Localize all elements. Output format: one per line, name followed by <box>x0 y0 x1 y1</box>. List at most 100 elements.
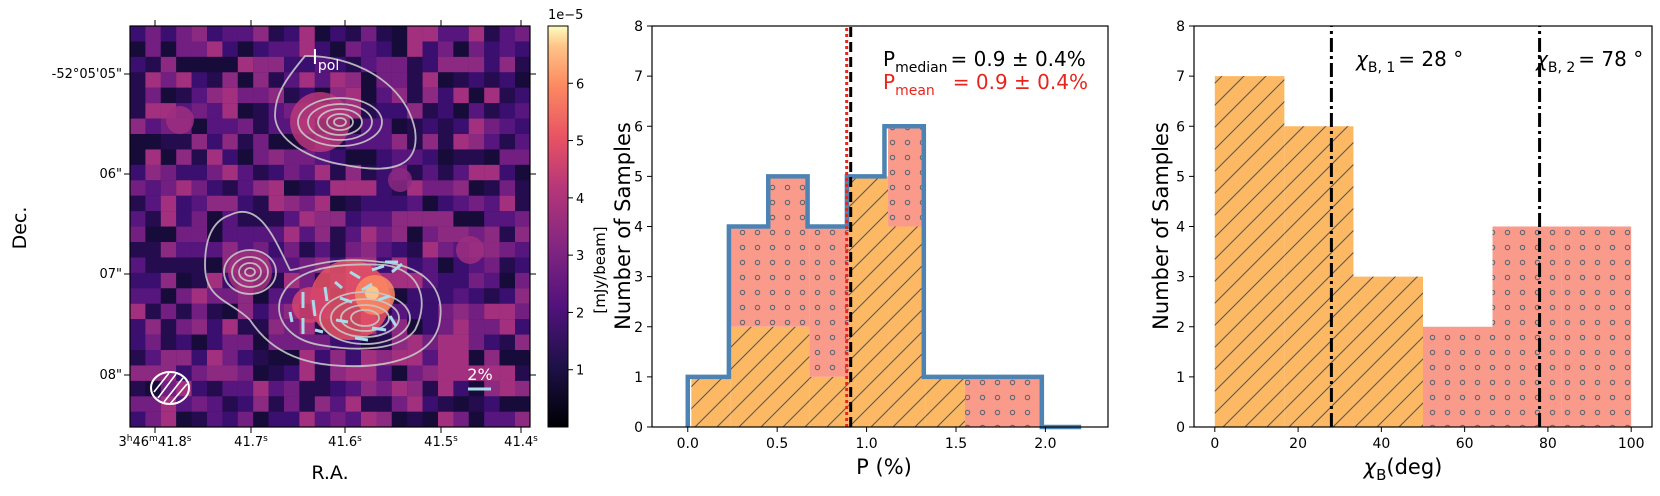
noise-cell <box>422 288 439 304</box>
noise-cell <box>253 365 269 381</box>
noise-cell <box>422 411 439 427</box>
noise-cell <box>453 56 469 73</box>
noise-cell <box>284 149 300 165</box>
noise-cell <box>391 195 408 212</box>
noise-cell <box>207 350 223 366</box>
noise-cell <box>345 26 362 42</box>
noise-cell <box>345 72 362 88</box>
noise-cell <box>438 87 454 104</box>
map-ylabel: Dec. <box>9 207 31 250</box>
noise-cell <box>299 211 315 227</box>
noise-cell <box>207 288 223 304</box>
noise-cell <box>253 118 269 135</box>
noise-cell <box>237 365 254 381</box>
map-x-tick: 41.5s <box>424 434 458 450</box>
noise-cell <box>268 334 285 351</box>
noise-cell <box>191 56 208 73</box>
noise-cell <box>145 103 161 119</box>
map-xlabel: R.A. <box>311 462 348 484</box>
noise-cell <box>468 334 485 351</box>
noise-cell <box>376 211 392 227</box>
noise-cell <box>253 72 269 88</box>
noise-cell <box>145 180 161 196</box>
noise-cell <box>191 396 208 412</box>
noise-cell <box>176 26 192 42</box>
noise-cell <box>130 365 146 381</box>
noise-cell <box>330 164 346 181</box>
noise-cell <box>207 303 223 320</box>
noise-cell <box>345 380 362 397</box>
noise-cell <box>191 288 208 304</box>
noise-cell <box>207 319 223 335</box>
noise-cell <box>499 303 516 320</box>
noise-cell <box>453 396 469 412</box>
noise-cell <box>207 149 223 165</box>
polarization-vectors <box>288 260 403 342</box>
noise-cell <box>176 288 192 304</box>
noise-cell <box>130 180 146 196</box>
noise-cell <box>314 164 331 181</box>
noise-cell <box>191 118 208 135</box>
noise-cell <box>130 334 146 351</box>
noise-cell <box>191 334 208 351</box>
x-tick-label: 2.0 <box>1034 436 1056 452</box>
noise-cell <box>268 211 285 227</box>
noise-cell <box>253 149 269 165</box>
noise-cell <box>499 164 516 181</box>
noise-cell <box>330 26 346 42</box>
noise-cell <box>407 396 423 412</box>
noise-cell <box>468 118 485 135</box>
noise-cell <box>191 272 208 289</box>
noise-cell <box>499 226 516 243</box>
noise-cell <box>207 257 223 273</box>
hist-bar-pattern <box>848 176 889 427</box>
noise-cell <box>284 41 300 57</box>
noise-cell <box>253 41 269 57</box>
noise-cell <box>484 149 500 165</box>
noise-cell <box>515 288 530 304</box>
noise-cell <box>499 334 516 351</box>
colorbar-label: [mJy/beam] <box>591 226 609 313</box>
noise-cell <box>207 334 223 351</box>
map-x-tick: 3h46m41.8s <box>119 434 192 450</box>
noise-cell <box>268 41 285 57</box>
noise-cell <box>191 103 208 119</box>
noise-cell <box>314 180 331 196</box>
colorbar-tick-label: 6 <box>576 77 584 92</box>
scale-bar-label: 2% <box>467 365 492 384</box>
x-tick-label: 80 <box>1539 436 1557 452</box>
noise-cell <box>253 180 269 196</box>
x-tick-label: 1.0 <box>855 436 877 452</box>
noise-cell <box>468 87 485 104</box>
emission-blob <box>290 92 350 152</box>
hist-bar-pattern <box>1214 76 1285 427</box>
noise-cell <box>176 195 192 212</box>
noise-cell <box>222 56 238 73</box>
noise-cell <box>407 26 423 42</box>
noise-cell <box>422 303 439 320</box>
noise-cell <box>453 149 469 165</box>
noise-cell <box>253 396 269 412</box>
noise-cell <box>330 72 346 88</box>
beam-ellipse <box>150 371 190 405</box>
noise-cell <box>237 149 254 165</box>
median-annotation: Pmedian = 0.9 ± 0.4% <box>883 47 1086 76</box>
noise-cell <box>130 134 146 150</box>
noise-cell <box>222 118 238 135</box>
noise-cell <box>453 288 469 304</box>
noise-cell <box>515 303 530 320</box>
noise-cell <box>160 272 177 289</box>
noise-cell <box>207 87 223 104</box>
noise-cell <box>438 303 454 320</box>
x-tick-label: 0 <box>1210 436 1219 452</box>
noise-cell <box>299 41 315 57</box>
map-x-tick: 41.6s <box>328 434 362 450</box>
noise-cell <box>222 319 238 335</box>
noise-cell <box>145 72 161 88</box>
noise-cell <box>453 180 469 196</box>
noise-cell <box>176 56 192 73</box>
noise-cell <box>484 380 500 397</box>
noise-cell <box>515 334 530 351</box>
noise-cell <box>160 334 177 351</box>
